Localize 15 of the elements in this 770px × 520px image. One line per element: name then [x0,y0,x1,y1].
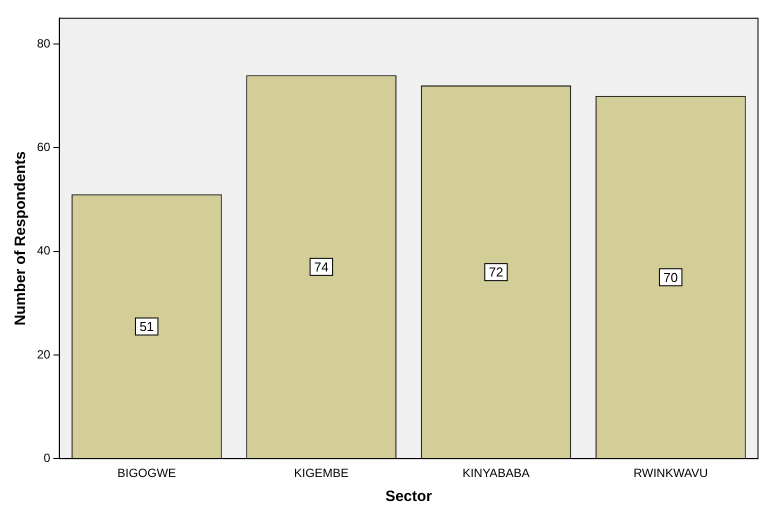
x-tick-label: KINYABABA [462,466,530,480]
y-axis-title: Number of Respondents [12,151,30,326]
x-axis-title: Sector [385,488,432,506]
y-tick-label: 0 [44,450,51,465]
y-tick-label: 40 [36,244,51,258]
x-tick-label: KIGEMBE [294,466,349,480]
data-label: 74 [314,259,329,274]
x-tick-label: RWINKWAVU [633,466,708,480]
y-tick-label: 80 [36,36,51,50]
y-tick-label: 20 [36,347,51,362]
data-label: 72 [488,264,504,280]
data-label: 70 [663,270,678,285]
data-label: 51 [139,319,154,334]
x-tick-label: BIGOGWE [117,466,176,480]
y-tick-label: 60 [36,140,51,154]
